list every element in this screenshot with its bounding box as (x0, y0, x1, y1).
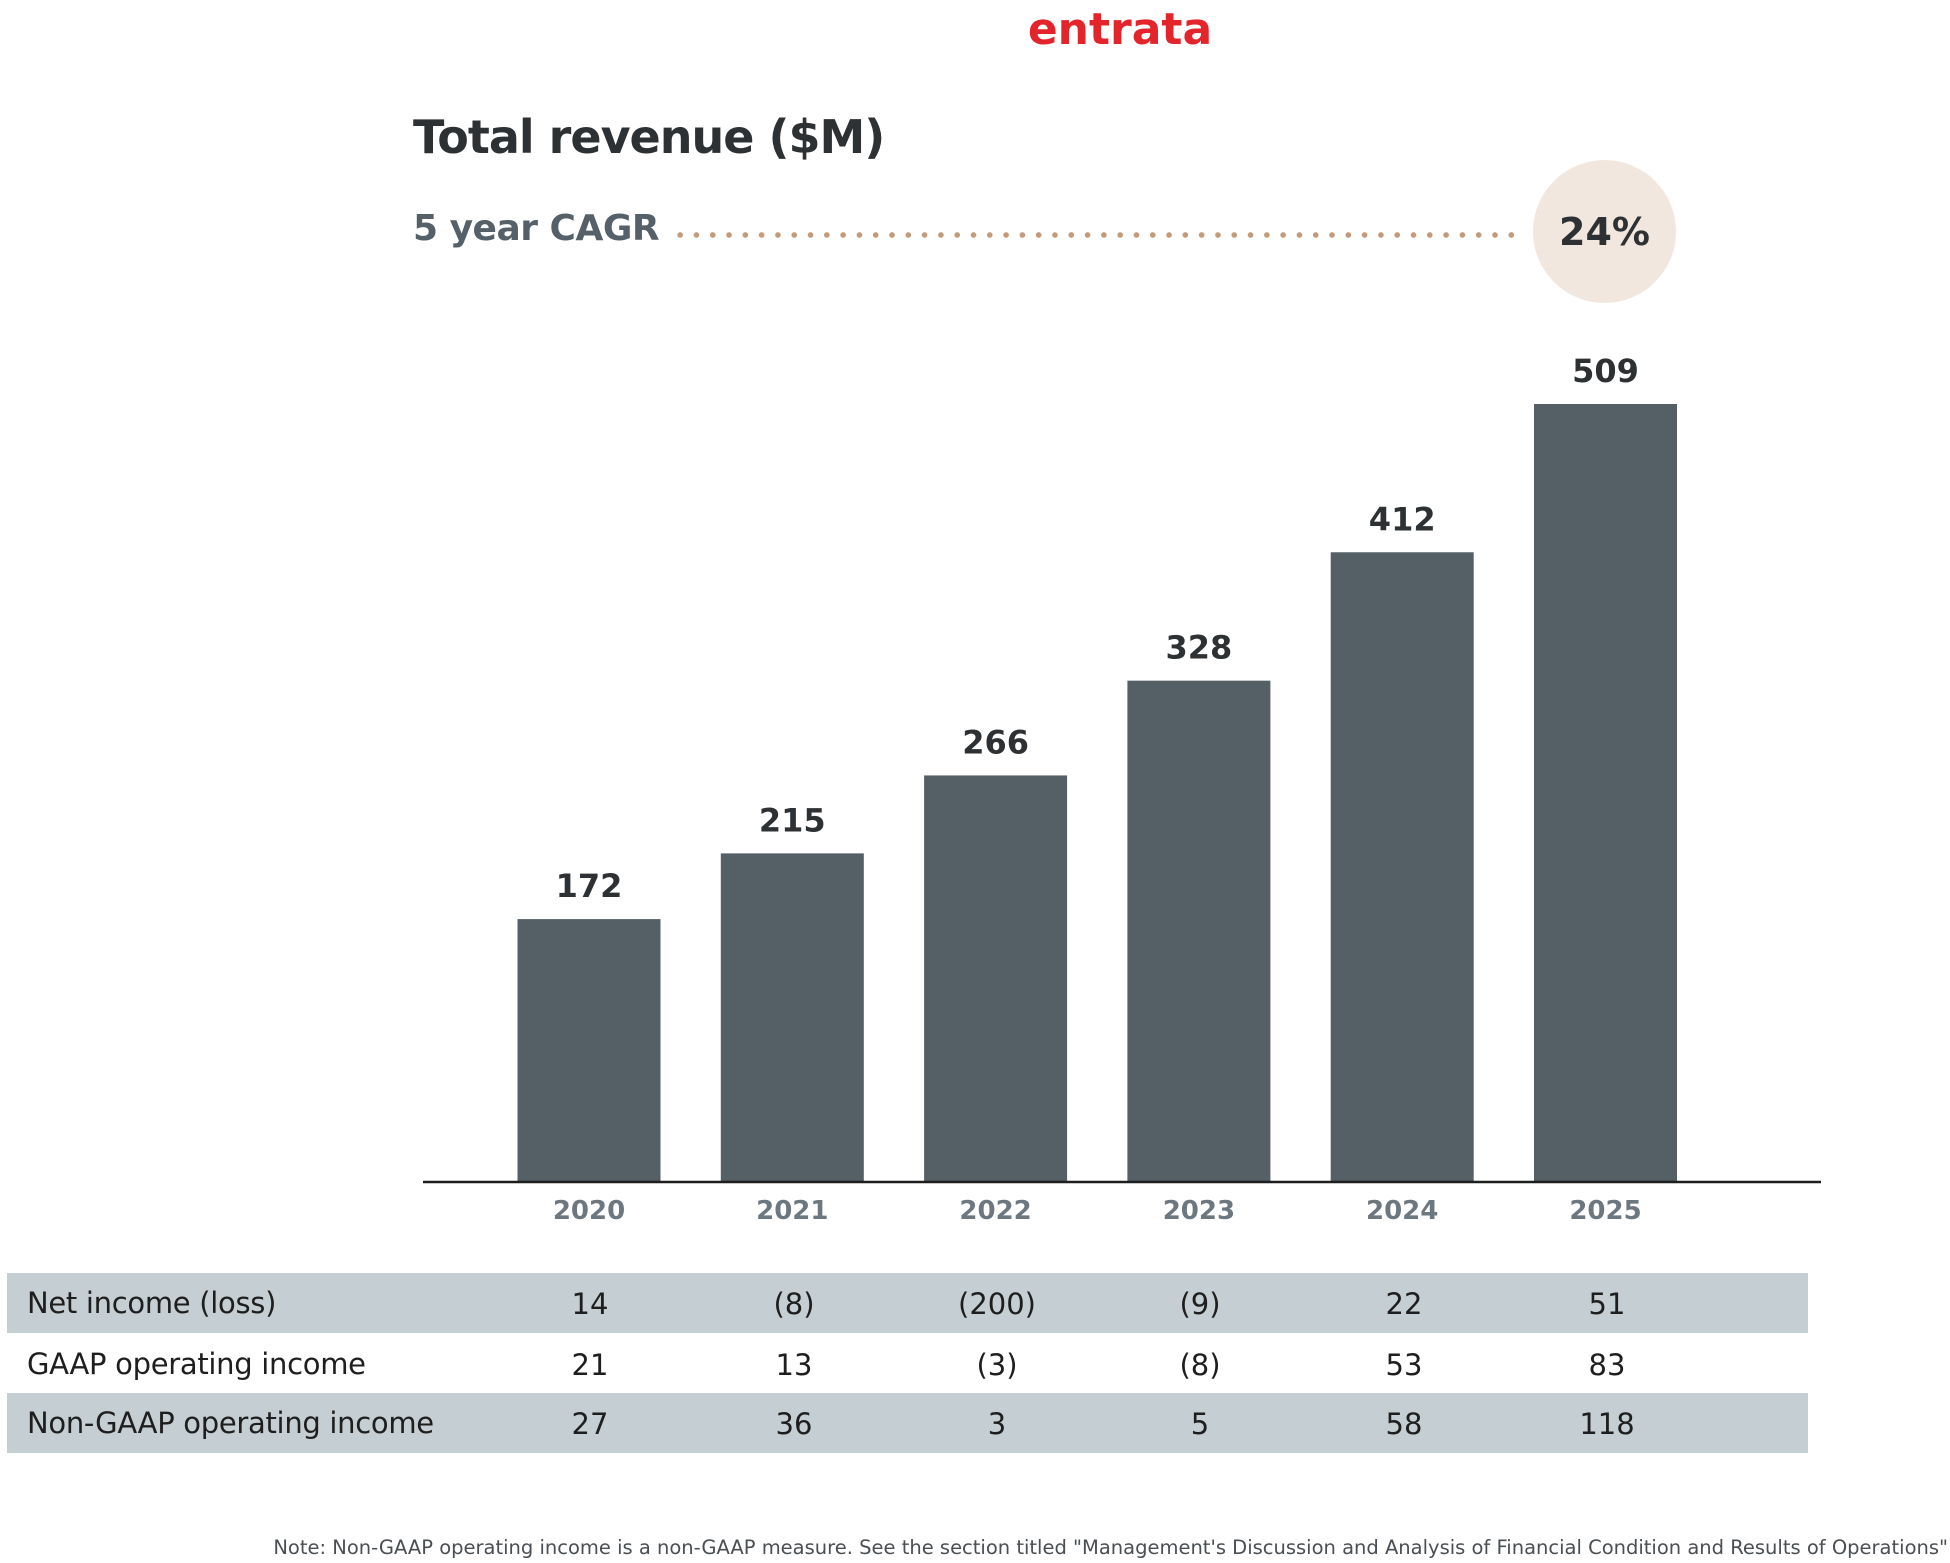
table-cell: 3 (987, 1407, 1007, 1441)
cagr-dotted-leader (672, 232, 1514, 238)
entrata-logo: entrata (1027, 4, 1213, 55)
table-row: Non-GAAP operating income 27 36 3 5 58 118 (7, 1393, 1808, 1453)
bar-2025 (1534, 404, 1677, 1182)
bar-2021 (720, 853, 864, 1182)
table-cell: (9) (1179, 1287, 1221, 1321)
row-label: GAAP operating income (27, 1347, 366, 1381)
table-cell: 21 (571, 1348, 609, 1382)
bar-2022 (924, 775, 1068, 1182)
x-tick-label-2025: 2025 (1569, 1196, 1641, 1226)
x-tick-label-2021: 2021 (756, 1196, 828, 1226)
cagr-label: 5 year CAGR (413, 208, 660, 249)
table-cell: 13 (775, 1348, 813, 1382)
x-tick-label-2022: 2022 (959, 1196, 1031, 1226)
table-cell: 51 (1588, 1287, 1626, 1321)
x-tick-label-2023: 2023 (1163, 1196, 1235, 1226)
bar-2020 (517, 919, 661, 1182)
value-label-group: 172 215 266 328 412 509 (556, 352, 1639, 905)
table-cell: 27 (571, 1407, 609, 1441)
bar-2024 (1330, 552, 1474, 1182)
table-cell: 36 (775, 1407, 813, 1441)
table-cell: 22 (1385, 1287, 1423, 1321)
table-row: Net income (loss) 14 (8) (200) (9) 22 51 (7, 1273, 1808, 1333)
cagr-value-badge: 24% (1533, 160, 1676, 303)
table-cell: 14 (571, 1287, 609, 1321)
table-cell: 83 (1588, 1348, 1626, 1382)
table-cell: 118 (1579, 1407, 1635, 1441)
value-label-2021: 215 (759, 801, 826, 839)
table-cell: (8) (1179, 1348, 1221, 1382)
footnote: Note: Non-GAAP operating income is a non… (273, 1536, 1948, 1559)
x-tick-label-2024: 2024 (1366, 1196, 1438, 1226)
table-cell: 5 (1190, 1407, 1210, 1441)
bar-group (517, 404, 1677, 1182)
table-cell: 58 (1385, 1407, 1423, 1441)
row-label: Non-GAAP operating income (27, 1406, 434, 1440)
table-cell: 53 (1385, 1348, 1423, 1382)
value-label-2022: 266 (962, 723, 1029, 761)
table-cell: (3) (976, 1348, 1018, 1382)
table-cell: (8) (773, 1287, 815, 1321)
value-label-2023: 328 (1166, 629, 1233, 667)
value-label-2020: 172 (556, 867, 623, 905)
table-cell: (200) (958, 1287, 1036, 1321)
row-label: Net income (loss) (27, 1286, 277, 1320)
value-label-2025: 509 (1572, 352, 1639, 390)
table-row: GAAP operating income 21 13 (3) (8) 53 83 (7, 1334, 1808, 1394)
x-tick-label-group: 2020 2021 2022 2023 2024 2025 (553, 1196, 1642, 1226)
value-label-2024: 412 (1369, 500, 1436, 538)
bar-2023 (1127, 680, 1271, 1182)
x-tick-label-2020: 2020 (553, 1196, 625, 1226)
chart-title: Total revenue ($M) (413, 110, 885, 164)
